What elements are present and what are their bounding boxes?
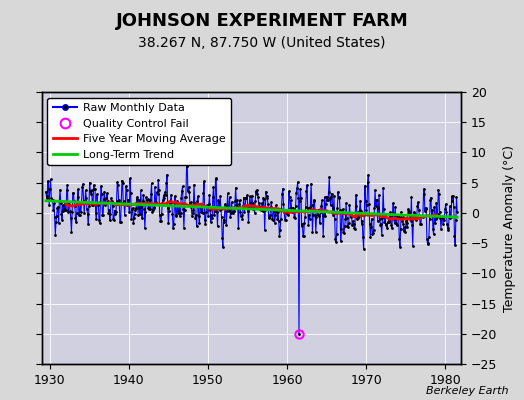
- Y-axis label: Temperature Anomaly (°C): Temperature Anomaly (°C): [503, 144, 516, 312]
- Text: JOHNSON EXPERIMENT FARM: JOHNSON EXPERIMENT FARM: [116, 12, 408, 30]
- Text: 38.267 N, 87.750 W (United States): 38.267 N, 87.750 W (United States): [138, 36, 386, 50]
- Text: Berkeley Earth: Berkeley Earth: [426, 386, 508, 396]
- Legend: Raw Monthly Data, Quality Control Fail, Five Year Moving Average, Long-Term Tren: Raw Monthly Data, Quality Control Fail, …: [48, 98, 231, 165]
